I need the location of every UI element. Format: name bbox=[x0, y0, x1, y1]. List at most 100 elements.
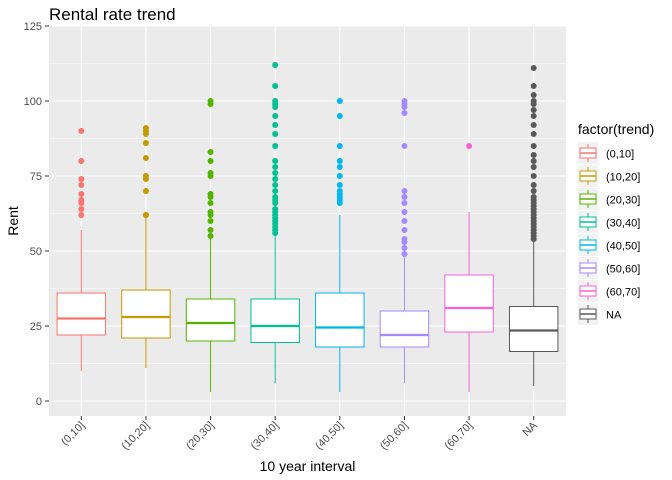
outlier-point bbox=[272, 206, 279, 212]
outlier-point bbox=[401, 200, 408, 206]
outlier-point bbox=[530, 92, 537, 98]
y-tick-label: 0 bbox=[36, 396, 42, 408]
outlier-point bbox=[530, 107, 537, 113]
outlier-point bbox=[401, 251, 408, 257]
outlier-point bbox=[272, 158, 279, 164]
x-tick-label: (40,50] bbox=[313, 420, 346, 453]
legend-item: NA bbox=[578, 303, 622, 325]
outlier-point bbox=[530, 98, 537, 104]
y-tick-label: 100 bbox=[24, 96, 42, 108]
outlier-point bbox=[272, 98, 279, 104]
box-1 bbox=[56, 128, 107, 371]
outlier-point bbox=[272, 188, 279, 194]
outlier-point bbox=[207, 149, 214, 155]
outlier-point bbox=[272, 170, 279, 176]
box-body bbox=[56, 292, 107, 336]
outlier-point bbox=[207, 218, 214, 224]
outlier-point bbox=[530, 158, 537, 164]
outlier-point bbox=[142, 188, 149, 194]
box-body bbox=[315, 292, 365, 348]
outlier-point bbox=[142, 212, 149, 218]
outlier-point bbox=[78, 176, 85, 182]
y-axis-ticks: 0 25 50 75 100 125 bbox=[24, 21, 49, 408]
legend-item: (30,40] bbox=[578, 211, 640, 233]
outlier-point bbox=[142, 140, 149, 146]
outlier-point bbox=[336, 188, 343, 194]
outlier-point bbox=[530, 113, 537, 119]
box-2 bbox=[121, 125, 171, 368]
x-tick-label: (10,20] bbox=[119, 420, 152, 453]
outlier-point bbox=[530, 182, 537, 188]
outlier-point bbox=[336, 164, 343, 170]
outlier-point bbox=[78, 197, 85, 203]
box-body bbox=[185, 298, 236, 342]
legend-item: (10,20] bbox=[578, 165, 640, 187]
legend-label: (0,10] bbox=[606, 149, 634, 161]
outlier-point bbox=[401, 110, 408, 116]
outlier-point bbox=[530, 152, 537, 158]
outlier-point bbox=[207, 158, 214, 164]
legend-label: (50,60] bbox=[606, 264, 640, 276]
legend-title: factor(trend) bbox=[578, 121, 654, 137]
y-tick-label: 25 bbox=[30, 321, 42, 333]
outlier-point bbox=[336, 182, 343, 188]
box-3 bbox=[185, 98, 236, 392]
outlier-point bbox=[78, 206, 85, 212]
outlier-point bbox=[207, 227, 214, 233]
outlier-point bbox=[530, 83, 537, 89]
outlier-point bbox=[530, 173, 537, 179]
outlier-point bbox=[336, 173, 343, 179]
legend-label: (10,20] bbox=[606, 172, 640, 184]
outlier-point bbox=[401, 143, 408, 149]
x-tick-label: (0,10] bbox=[59, 420, 87, 448]
outlier-point bbox=[530, 65, 537, 71]
x-tick-label: (50,60] bbox=[378, 420, 411, 453]
outlier-point bbox=[336, 98, 343, 104]
outlier-point bbox=[272, 194, 279, 200]
outlier-point bbox=[142, 173, 149, 179]
outlier-point bbox=[272, 182, 279, 188]
y-tick-label: 75 bbox=[30, 171, 42, 183]
legend-item: (0,10] bbox=[578, 142, 634, 164]
outlier-point bbox=[466, 143, 473, 149]
box-body bbox=[250, 298, 300, 343]
outlier-point bbox=[530, 194, 537, 200]
outlier-point bbox=[142, 155, 149, 161]
outlier-point bbox=[401, 194, 408, 200]
legend: factor(trend) (0,10] (10,20] (20,30] (30,40… bbox=[578, 121, 654, 325]
outlier-point bbox=[78, 128, 85, 134]
y-tick-label: 125 bbox=[24, 21, 42, 33]
box-body bbox=[121, 289, 171, 339]
legend-item: (40,50] bbox=[578, 234, 640, 256]
x-axis-title: 10 year interval bbox=[260, 458, 356, 474]
box-8 bbox=[508, 65, 559, 386]
y-tick-label: 50 bbox=[30, 246, 42, 258]
outlier-point bbox=[272, 164, 279, 170]
outlier-point bbox=[207, 209, 214, 215]
outlier-point bbox=[78, 212, 85, 218]
box-body bbox=[444, 274, 494, 333]
legend-label: (30,40] bbox=[606, 218, 640, 230]
outlier-point bbox=[272, 131, 279, 137]
x-tick-label: (30,40] bbox=[249, 420, 282, 453]
outlier-point bbox=[78, 182, 85, 188]
outlier-point bbox=[207, 191, 214, 197]
outlier-point bbox=[401, 227, 408, 233]
outlier-point bbox=[207, 200, 214, 206]
box-6 bbox=[379, 98, 430, 383]
outlier-point bbox=[142, 125, 149, 131]
outlier-point bbox=[272, 62, 279, 68]
outlier-point bbox=[272, 143, 279, 149]
outlier-point bbox=[401, 245, 408, 251]
outlier-point bbox=[78, 158, 85, 164]
x-tick-label: (20,30] bbox=[184, 420, 217, 453]
outlier-point bbox=[401, 218, 408, 224]
chart-title: Rental rate trend bbox=[49, 5, 176, 24]
outlier-point bbox=[207, 98, 214, 104]
box-body bbox=[508, 306, 559, 352]
outlier-point bbox=[530, 122, 537, 128]
outlier-point bbox=[336, 143, 343, 149]
outlier-point bbox=[272, 83, 279, 89]
outlier-point bbox=[272, 113, 279, 119]
outlier-point bbox=[207, 170, 214, 176]
